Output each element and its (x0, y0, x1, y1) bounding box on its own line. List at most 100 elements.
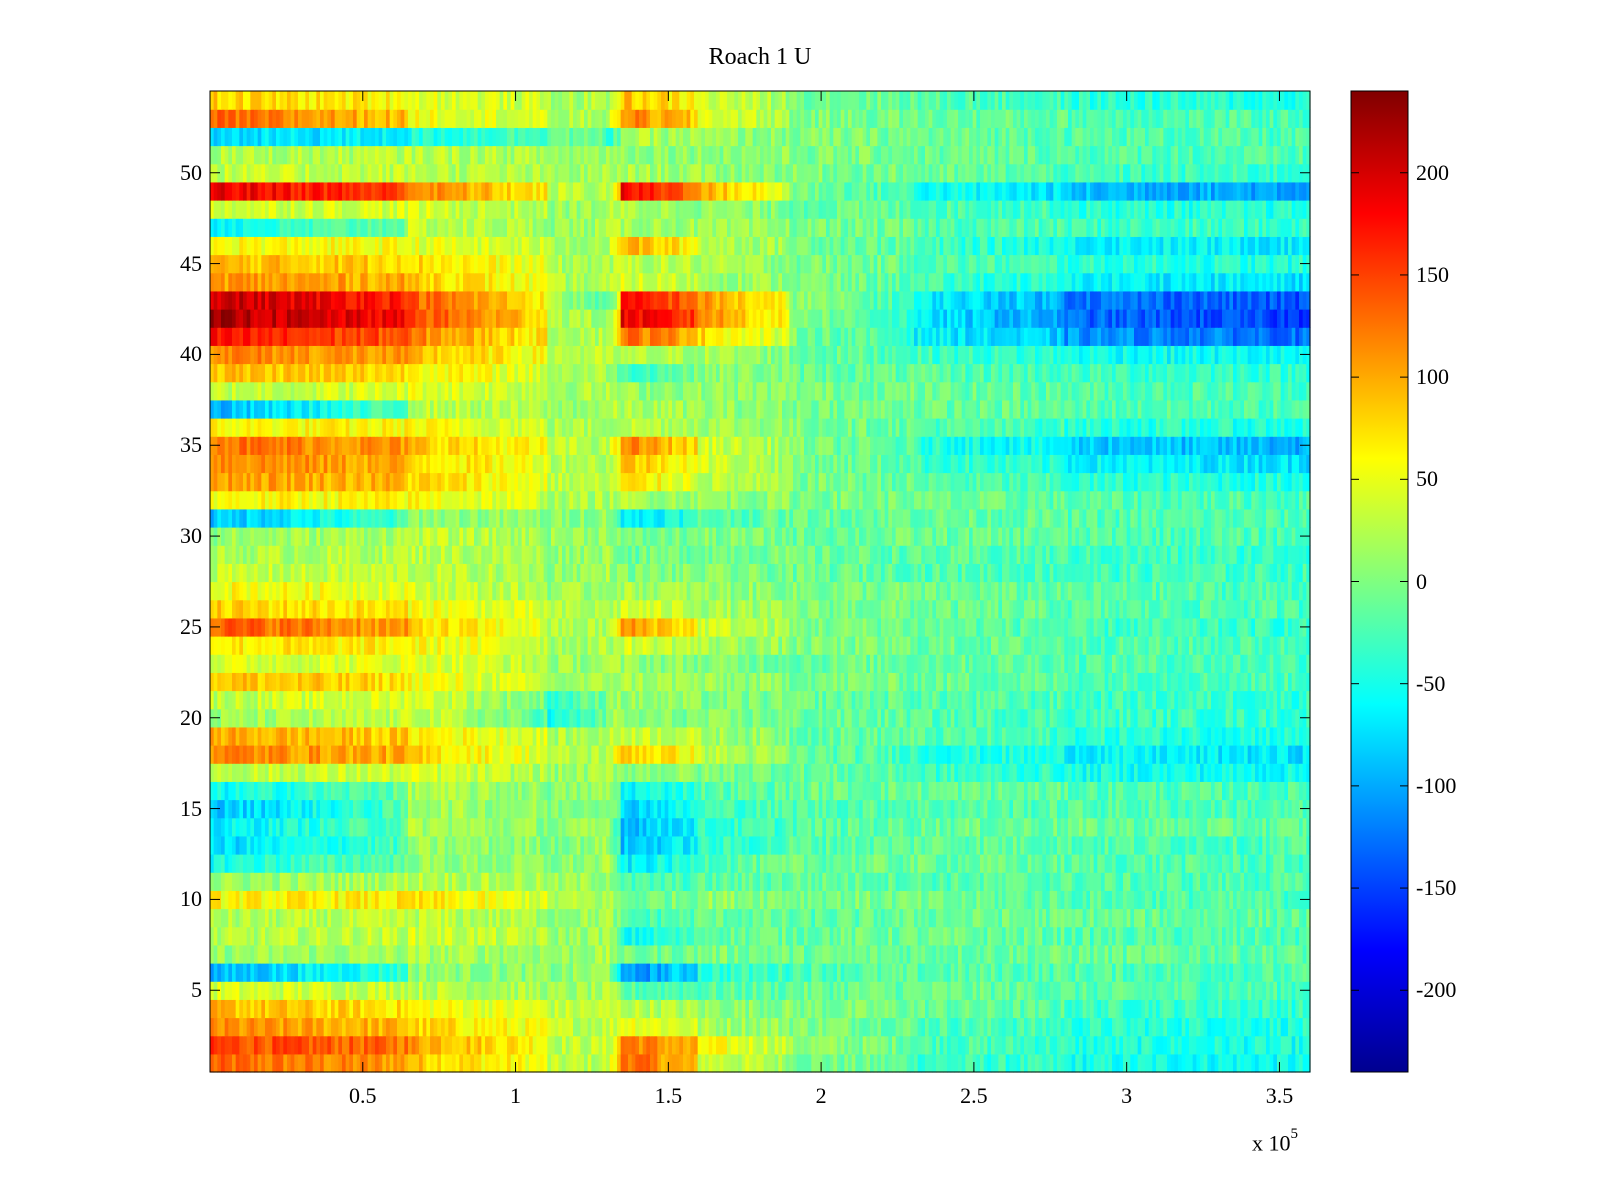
heatmap-cell (782, 835, 787, 855)
heatmap-cell (1119, 1053, 1124, 1073)
heatmap-cell (701, 999, 706, 1019)
heatmap-cell (448, 981, 453, 1000)
heatmap-cell (239, 999, 244, 1019)
heatmap-cell (371, 926, 376, 946)
heatmap-cell (342, 799, 347, 819)
heatmap-cell (518, 963, 523, 982)
heatmap-cell (1086, 854, 1091, 873)
heatmap-cell (1262, 854, 1267, 873)
heatmap-cell (1240, 1017, 1245, 1037)
heatmap-cell (954, 908, 959, 928)
heatmap-cell (1005, 799, 1010, 819)
heatmap-cell (994, 999, 999, 1019)
heatmap-cell (719, 835, 724, 855)
heatmap-cell (888, 1053, 893, 1073)
heatmap-cell (668, 999, 673, 1019)
heatmap-cell (371, 1053, 376, 1073)
heatmap-cell (928, 908, 933, 928)
heatmap-cell (1123, 908, 1128, 928)
heatmap-cell (235, 781, 240, 801)
heatmap-cell (569, 1017, 574, 1037)
heatmap-cell (877, 1053, 882, 1073)
heatmap-cell (349, 926, 354, 946)
heatmap-cell (679, 908, 684, 928)
heatmap-cell (1119, 1017, 1124, 1037)
heatmap-cell (569, 999, 574, 1019)
heatmap-cell (213, 1035, 218, 1055)
heatmap-cell (404, 1035, 409, 1055)
heatmap-cell (639, 908, 644, 928)
heatmap-cell (950, 817, 955, 837)
heatmap-cell (983, 1017, 988, 1037)
heatmap-cell (540, 908, 545, 928)
heatmap-cell (1112, 781, 1117, 801)
heatmap-cell (430, 926, 435, 946)
heatmap-cell (437, 1053, 442, 1073)
heatmap-cell (650, 854, 655, 873)
heatmap-cell (323, 1035, 328, 1055)
heatmap-cell (426, 817, 431, 837)
heatmap-cell (1145, 963, 1150, 982)
heatmap-cell (884, 1053, 889, 1073)
heatmap-cell (386, 999, 391, 1019)
heatmap-cell (466, 763, 471, 782)
heatmap-cell (617, 854, 622, 873)
heatmap-cell (723, 908, 728, 928)
heatmap-cell (690, 999, 695, 1019)
heatmap-cell (1020, 944, 1025, 964)
heatmap-cell (1291, 908, 1296, 928)
heatmap-cell (503, 835, 508, 855)
heatmap-cell (859, 926, 864, 946)
heatmap-cell (804, 817, 809, 837)
heatmap-cell (1035, 890, 1040, 910)
heatmap-cell (675, 890, 680, 910)
heatmap-cell (749, 908, 754, 928)
heatmap-cell (936, 817, 941, 837)
heatmap-cell (763, 872, 768, 891)
heatmap-cell (1273, 890, 1278, 910)
heatmap-cell (1280, 1017, 1285, 1037)
heatmap-cell (785, 890, 790, 910)
heatmap-cell (870, 963, 875, 982)
heatmap-cell (1024, 854, 1029, 873)
heatmap-cell (584, 799, 589, 819)
heatmap-cell (672, 835, 677, 855)
heatmap-cell (1141, 872, 1146, 891)
heatmap-cell (452, 944, 457, 964)
heatmap-cell (1123, 799, 1128, 819)
heatmap-cell (1255, 1035, 1260, 1055)
heatmap-cell (1053, 817, 1058, 837)
heatmap-cell (745, 1035, 750, 1055)
heatmap-cell (257, 926, 262, 946)
heatmap-cell (866, 1017, 871, 1037)
heatmap-cell (492, 781, 497, 801)
heatmap-cell (591, 799, 596, 819)
heatmap-cell (1104, 890, 1109, 910)
heatmap-cell (1229, 835, 1234, 855)
heatmap-cell (1079, 963, 1084, 982)
heatmap-cell (910, 908, 915, 928)
heatmap-cell (1046, 872, 1051, 891)
heatmap-cell (888, 944, 893, 964)
heatmap-cell (1108, 854, 1113, 873)
heatmap-cell (1123, 835, 1128, 855)
heatmap-cell (514, 817, 519, 837)
heatmap-cell (290, 854, 295, 873)
heatmap-cell (595, 872, 600, 891)
heatmap-cell (917, 944, 922, 964)
heatmap-cell (921, 1035, 926, 1055)
heatmap-cell (272, 890, 277, 910)
heatmap-cell (774, 763, 779, 782)
heatmap-cell (536, 963, 541, 982)
heatmap-cell (554, 908, 559, 928)
heatmap-cell (576, 781, 581, 801)
heatmap-cell (1024, 908, 1029, 928)
heatmap-cell (584, 890, 589, 910)
heatmap-cell (518, 926, 523, 946)
heatmap-cell (1225, 908, 1230, 928)
heatmap-cell (771, 890, 776, 910)
heatmap-cell (895, 763, 900, 782)
heatmap-cell (496, 781, 501, 801)
heatmap-cell (1020, 963, 1025, 982)
heatmap-cell (228, 944, 233, 964)
